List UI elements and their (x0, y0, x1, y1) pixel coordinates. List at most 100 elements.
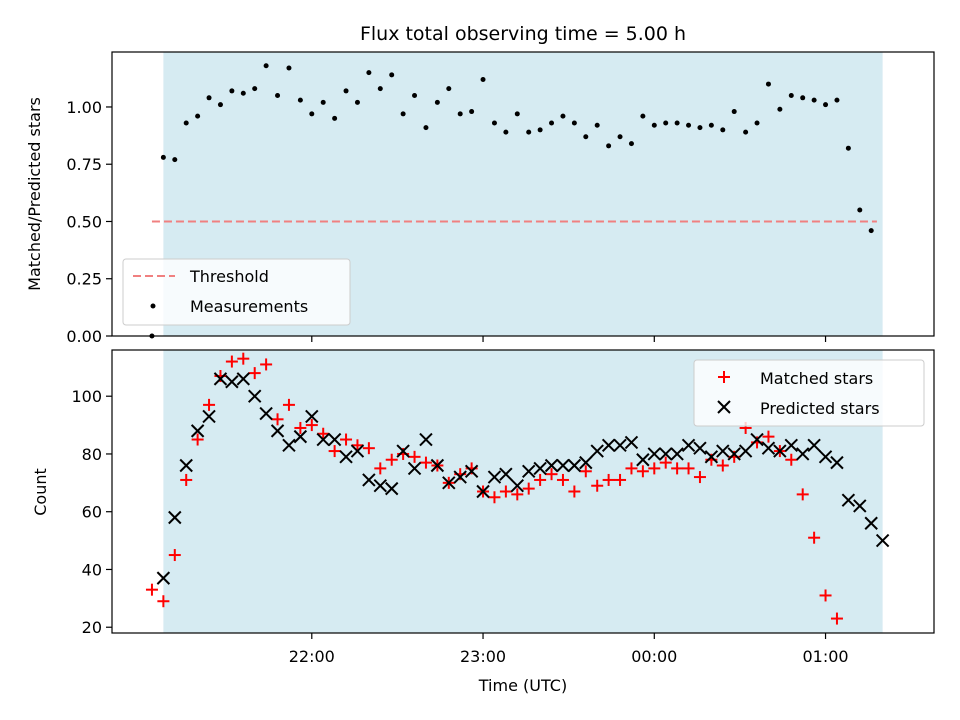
matched-star-point (785, 453, 798, 466)
top-y-axis: 0.00 0.25 0.50 0.75 1.00 (66, 98, 112, 346)
predicted-star-point (796, 447, 810, 461)
predicted-stars-legend-marker (717, 400, 731, 414)
measurement-point (583, 134, 589, 140)
predicted-star-point (624, 435, 639, 450)
matched-star-point (602, 473, 615, 486)
top-y-tick-label: 0.75 (66, 155, 102, 174)
predicted-star-point (579, 455, 593, 470)
predicted-star-point (727, 447, 741, 461)
matched-star-point (260, 358, 273, 371)
bottom-y-axis-label: Count (31, 468, 50, 516)
measurement-point (823, 102, 829, 108)
measurement-point (160, 154, 166, 160)
measurement-point (503, 129, 509, 135)
predicted-star-point (487, 470, 502, 484)
predicted-star-point (202, 409, 216, 424)
measurement-point (263, 63, 269, 69)
predicted-star-point (339, 450, 353, 464)
matched-star-point (282, 398, 295, 411)
x-tick-label: 22:00 (289, 647, 335, 666)
predicted-star-point (499, 467, 513, 481)
matched-star-point (568, 485, 581, 498)
matched-star-point (419, 456, 432, 469)
predicted-star-point (419, 432, 433, 447)
measurement-point (446, 86, 452, 92)
measurement-point (206, 95, 212, 101)
measurement-point (354, 99, 360, 105)
top-legend-box (122, 258, 351, 326)
measurement-point (800, 95, 806, 101)
matched-star-point (659, 456, 672, 469)
predicted-star-point (327, 432, 342, 447)
matched-star-point (362, 442, 375, 455)
predicted-star-point (716, 444, 730, 458)
predicted-star-point (179, 458, 193, 473)
measurement-point (172, 157, 178, 163)
measurement-point (720, 127, 726, 133)
measurements-layer (149, 63, 874, 339)
measurement-point (571, 120, 577, 126)
matched-star-point (351, 439, 364, 452)
predicted-star-point (738, 444, 753, 458)
matched-star-point (374, 462, 387, 475)
matched-star-point (191, 433, 204, 446)
measurement-point (526, 129, 532, 135)
predicted-star-point (407, 461, 422, 476)
measurement-point (663, 120, 669, 126)
measurement-point (343, 88, 349, 94)
measurement-point (332, 115, 338, 121)
top-y-tick-label: 0.25 (66, 270, 102, 289)
measurement-point (400, 111, 406, 117)
matched-star-point (556, 473, 569, 486)
predicted-star-point (522, 464, 536, 478)
predicted-star-point (647, 447, 661, 461)
matched-star-point (305, 419, 318, 432)
x-tick-label: 23:00 (460, 647, 506, 666)
matched-star-point (511, 488, 524, 501)
measurement-point (240, 90, 246, 96)
measurement-point (183, 120, 189, 126)
measurement-point (537, 127, 543, 133)
predicted-star-point (362, 473, 376, 487)
predicted-star-point (544, 458, 559, 473)
matched-star-point (671, 462, 684, 475)
measurement-point (743, 129, 749, 135)
matched-star-point (808, 531, 821, 544)
matched-star-point (271, 413, 284, 426)
measurement-point (845, 145, 851, 151)
predicted-star-point (807, 438, 821, 453)
bottom-legend-box (693, 359, 925, 427)
bottom-y-tick-label: 40 (82, 560, 102, 579)
predicted-star-point (853, 499, 867, 513)
matched-star-point (180, 473, 193, 486)
predicted-star-point (305, 409, 319, 424)
predicted-star-point (556, 458, 570, 473)
measurement-point (606, 143, 612, 149)
matched-star-point (648, 462, 661, 475)
matched-star-point (145, 583, 158, 596)
top-x-ticks (311, 336, 827, 342)
matched-star-point (545, 468, 558, 481)
predicted-star-point (613, 438, 627, 453)
predicted-star-point (875, 533, 890, 548)
matched-star-point (625, 462, 638, 475)
predicted-star-point (510, 479, 524, 493)
matched-star-point (796, 488, 809, 501)
measurement-point (514, 111, 520, 117)
measurement-point (377, 86, 383, 92)
top-y-tick-label: 0.00 (66, 327, 102, 346)
measurement-point (389, 72, 395, 78)
matched-star-point (248, 367, 261, 380)
measurement-point (651, 122, 657, 128)
predicted-star-point (350, 444, 365, 458)
predicted-star-point (168, 510, 182, 525)
measurement-point (674, 120, 680, 126)
predicted-star-point (213, 372, 228, 386)
predicted-star-point (864, 516, 878, 530)
top-panel: 0.00 0.25 0.50 0.75 1.00 Flux total observin… (25, 23, 935, 346)
matched-star-point (237, 352, 250, 365)
measurement-point (309, 111, 315, 117)
